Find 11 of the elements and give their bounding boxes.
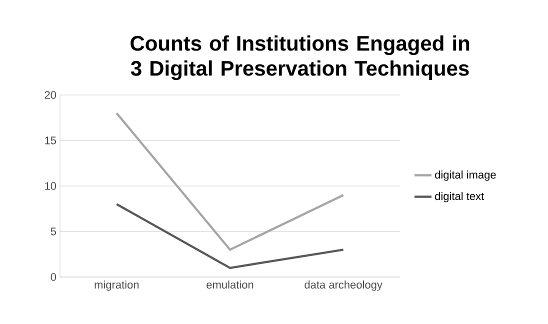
x-tick-label: migration	[94, 280, 139, 291]
y-tick-label: 20	[44, 91, 56, 99]
y-tick-label: 5	[50, 228, 56, 236]
x-tick-label: emulation	[206, 280, 254, 289]
x-tick-label: data archeology	[304, 280, 382, 291]
legend-label: digital text	[435, 192, 484, 202]
chart-title: Counts of Institutions Engaged in 3 Digital Preservation Techniques	[130, 35, 470, 80]
legend-label: digital image	[435, 170, 496, 181]
y-tick-label: 15	[45, 136, 56, 144]
y-tick-label: 0	[50, 273, 56, 281]
y-tick-label: 10	[45, 182, 56, 190]
